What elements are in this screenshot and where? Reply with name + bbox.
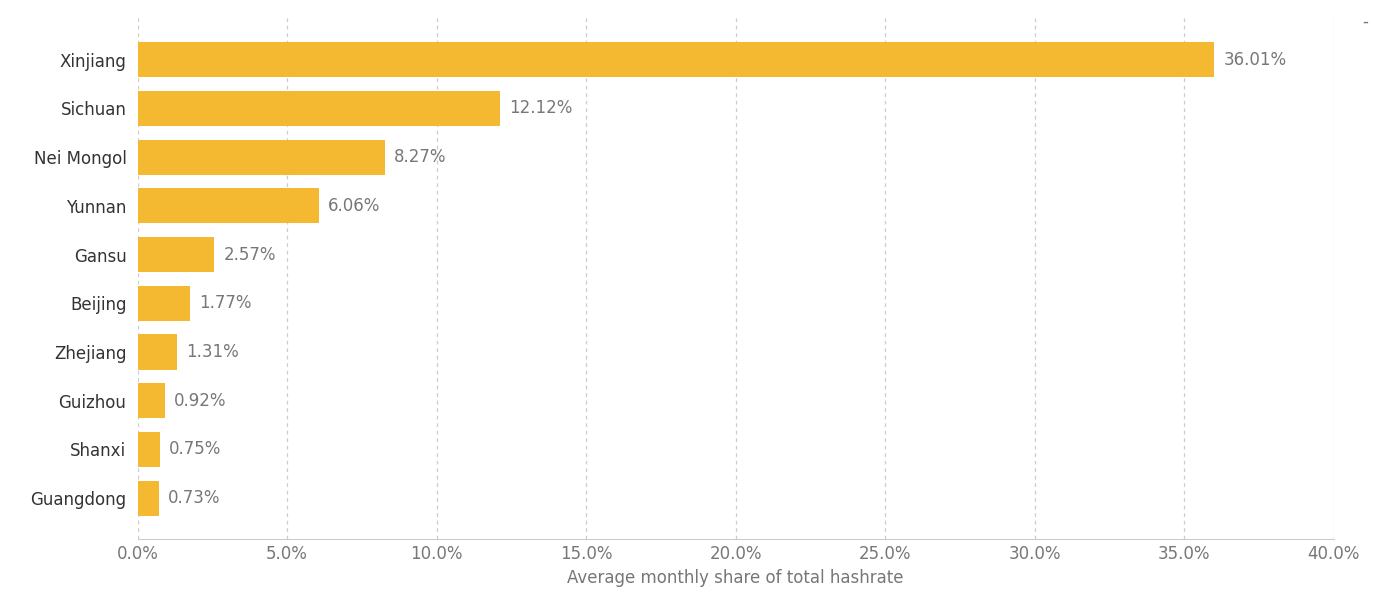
Bar <box>138 383 165 418</box>
Bar <box>138 335 176 370</box>
X-axis label: Average monthly share of total hashrate: Average monthly share of total hashrate <box>568 568 903 587</box>
Text: 1.77%: 1.77% <box>199 294 252 312</box>
Text: 2.57%: 2.57% <box>223 246 276 264</box>
Bar <box>138 481 160 516</box>
Bar <box>138 432 160 467</box>
Text: 8.27%: 8.27% <box>393 148 447 166</box>
Bar <box>138 237 214 272</box>
Bar <box>138 188 319 223</box>
Text: 1.31%: 1.31% <box>186 343 238 361</box>
Text: 0.73%: 0.73% <box>168 489 221 507</box>
Text: -: - <box>1363 12 1368 30</box>
Text: 36.01%: 36.01% <box>1224 51 1287 69</box>
Text: 0.75%: 0.75% <box>169 441 221 459</box>
Bar <box>138 286 190 321</box>
Bar <box>138 91 500 126</box>
Text: 12.12%: 12.12% <box>509 99 572 117</box>
Bar <box>138 42 1214 77</box>
Bar <box>138 140 385 175</box>
Text: 0.92%: 0.92% <box>175 392 227 409</box>
Text: 6.06%: 6.06% <box>327 197 380 215</box>
